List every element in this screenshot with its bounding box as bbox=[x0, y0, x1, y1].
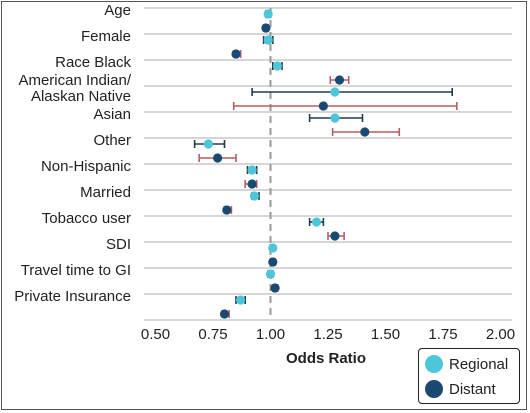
category-label-private-insurance: Private Insurance bbox=[14, 288, 131, 305]
category-label-sdi: SDI bbox=[106, 236, 131, 253]
point-regional-non-hispanic bbox=[247, 165, 257, 175]
category-label-travel-time-to-gi: Travel time to GI bbox=[21, 262, 131, 279]
category-label-line: Alaskan Native bbox=[31, 88, 131, 105]
legend: Regional Distant bbox=[418, 348, 520, 404]
point-distant-other bbox=[213, 153, 223, 163]
point-regional-female bbox=[263, 35, 273, 45]
legend-item-regional: Regional bbox=[425, 352, 508, 376]
x-axis-ticks: 0.50 0.75 1.00 1.25 1.50 1.75 2.00 bbox=[141, 326, 515, 343]
x-tick-label: 1.25 bbox=[313, 326, 342, 343]
point-regional-private-insurance bbox=[236, 295, 246, 305]
point-distant-race-black bbox=[334, 75, 345, 85]
x-tick-label: 1.00 bbox=[256, 326, 285, 343]
point-distant-married bbox=[222, 205, 232, 215]
point-distant-age bbox=[261, 23, 271, 33]
point-regional-age bbox=[263, 9, 273, 19]
point-distant-tobacco-user bbox=[330, 231, 340, 241]
x-tick-label: 0.50 bbox=[141, 326, 170, 343]
x-tick-label: 0.75 bbox=[198, 326, 227, 343]
category-label-race-black: Race Black bbox=[55, 54, 131, 71]
category-label-american-indian-alaskan-native: American Indian/Alaskan Native bbox=[18, 72, 131, 105]
grid-lines bbox=[144, 7, 512, 321]
legend-label-regional: Regional bbox=[449, 355, 509, 373]
x-tick-label: 1.75 bbox=[428, 326, 457, 343]
category-label-asian: Asian bbox=[93, 106, 131, 123]
legend-item-distant: Distant bbox=[425, 377, 496, 401]
odds-ratio-points bbox=[203, 9, 370, 319]
point-regional-other bbox=[203, 139, 213, 149]
category-label-married: Married bbox=[80, 184, 131, 201]
category-label-other: Other bbox=[93, 132, 131, 149]
point-regional-asian bbox=[330, 113, 340, 123]
point-distant-female bbox=[231, 49, 241, 59]
x-axis-title: Odds Ratio bbox=[286, 350, 366, 367]
point-regional-american-indian-alaskan-native bbox=[330, 87, 340, 97]
point-regional-race-black bbox=[272, 61, 282, 71]
point-distant-sdi bbox=[268, 257, 278, 267]
category-label-female: Female bbox=[81, 28, 131, 45]
point-regional-tobacco-user bbox=[311, 217, 322, 227]
point-distant-american-indian-alaskan-native bbox=[318, 101, 328, 111]
category-label-line: American Indian/ bbox=[18, 72, 131, 89]
point-distant-asian bbox=[360, 127, 370, 137]
category-label-tobacco-user: Tobacco user bbox=[42, 210, 131, 227]
category-label-non-hispanic: Non-Hispanic bbox=[41, 158, 132, 175]
point-distant-non-hispanic bbox=[247, 179, 257, 189]
legend-label-distant: Distant bbox=[449, 380, 496, 398]
point-regional-travel-time-to-gi bbox=[265, 269, 276, 279]
point-distant-travel-time-to-gi bbox=[270, 283, 280, 293]
x-tick-label: 2.00 bbox=[486, 326, 515, 343]
legend-swatch-regional bbox=[425, 355, 443, 373]
point-regional-married bbox=[249, 191, 259, 201]
x-tick-label: 1.50 bbox=[371, 326, 400, 343]
point-distant-private-insurance bbox=[219, 309, 230, 319]
legend-swatch-distant bbox=[425, 380, 443, 398]
point-regional-sdi bbox=[268, 243, 278, 253]
category-label-age: Age bbox=[104, 2, 131, 19]
